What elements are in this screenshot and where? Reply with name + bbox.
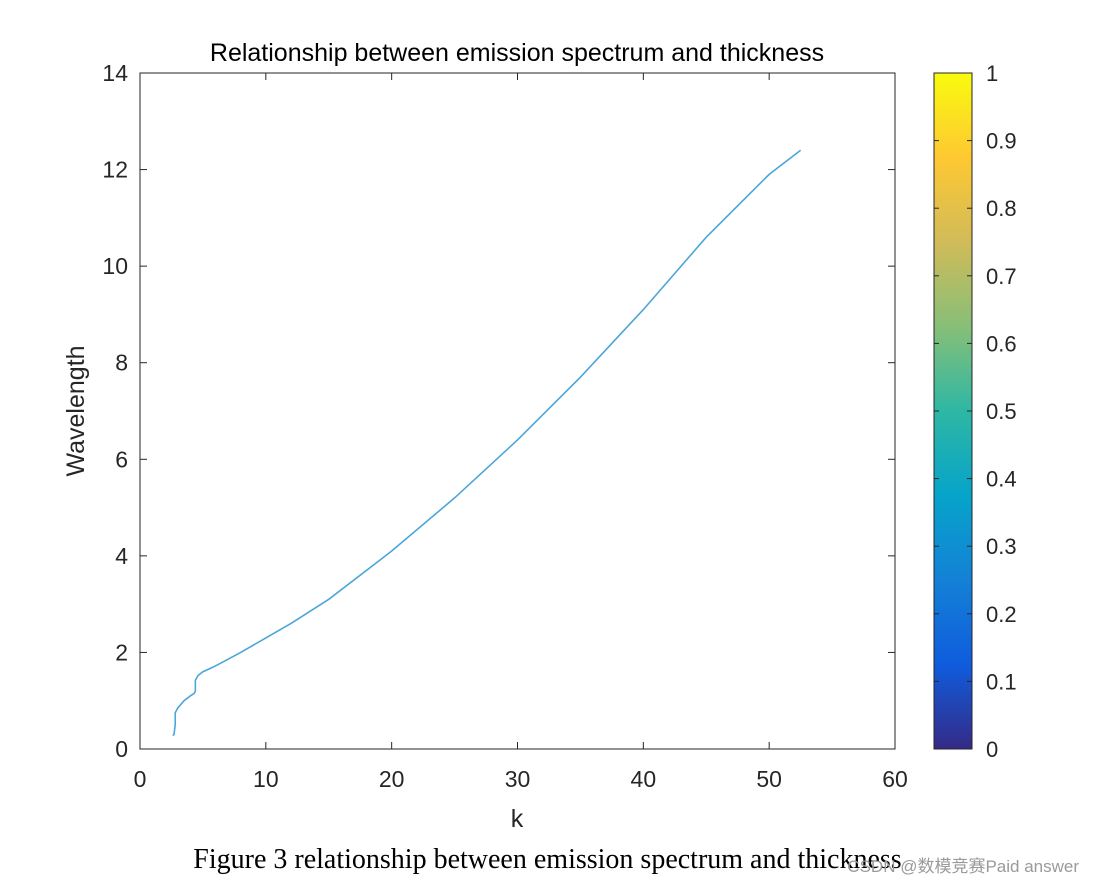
x-axis-label: k	[511, 805, 524, 833]
colorbar-tick-label: 0.9	[986, 129, 1017, 154]
colorbar-tick-label: 0.8	[986, 196, 1017, 221]
figure-caption: Figure 3 relationship between emission s…	[193, 844, 902, 875]
colorbar-tick-label: 0.6	[986, 331, 1017, 356]
y-tick-label: 2	[115, 639, 128, 665]
y-tick-label: 6	[115, 446, 128, 472]
chart-title: Relationship between emission spectrum a…	[210, 39, 824, 67]
colorbar-tick-label: 0.7	[986, 264, 1017, 289]
x-tick-label: 60	[882, 766, 908, 792]
colorbar-ticks: 0 0.1 0.2 0.3 0.4 0.5 0.6 0.7 0.8 0.9 1	[934, 61, 1017, 762]
y-axis-label: Wavelength	[62, 345, 90, 476]
x-tick-label: 50	[756, 766, 782, 792]
x-tick-label: 0	[134, 766, 147, 792]
watermark: CSDN @数模竞赛Paid answer	[847, 857, 1079, 876]
series-line	[172, 149, 802, 737]
colorbar-tick-label: 0.3	[986, 534, 1017, 559]
y-tick-label: 8	[115, 350, 128, 376]
colorbar	[933, 72, 973, 750]
y-tick-label: 10	[102, 253, 128, 279]
y-tick-label: 4	[115, 543, 128, 569]
y-tick-label: 14	[102, 60, 128, 86]
colorbar-tick-label: 0.5	[986, 399, 1017, 424]
colorbar-tick-label: 1	[986, 61, 998, 86]
plot-frame	[139, 72, 896, 750]
x-tick-label: 40	[631, 766, 657, 792]
colorbar-tick-label: 0	[986, 737, 998, 762]
colorbar-tick-label: 0.4	[986, 467, 1017, 492]
y-tick-label: 12	[102, 157, 128, 183]
colorbar-tick-label: 0.1	[986, 669, 1017, 694]
y-axis-ticks: 0 2 4 6 8 10 12 14	[102, 60, 895, 762]
x-axis-ticks: 0 10 20 30 40 50 60	[134, 73, 908, 792]
colorbar-tick-label: 0.2	[986, 602, 1017, 627]
x-tick-label: 20	[379, 766, 405, 792]
x-tick-label: 30	[505, 766, 531, 792]
x-tick-label: 10	[253, 766, 279, 792]
y-tick-label: 0	[115, 736, 128, 762]
